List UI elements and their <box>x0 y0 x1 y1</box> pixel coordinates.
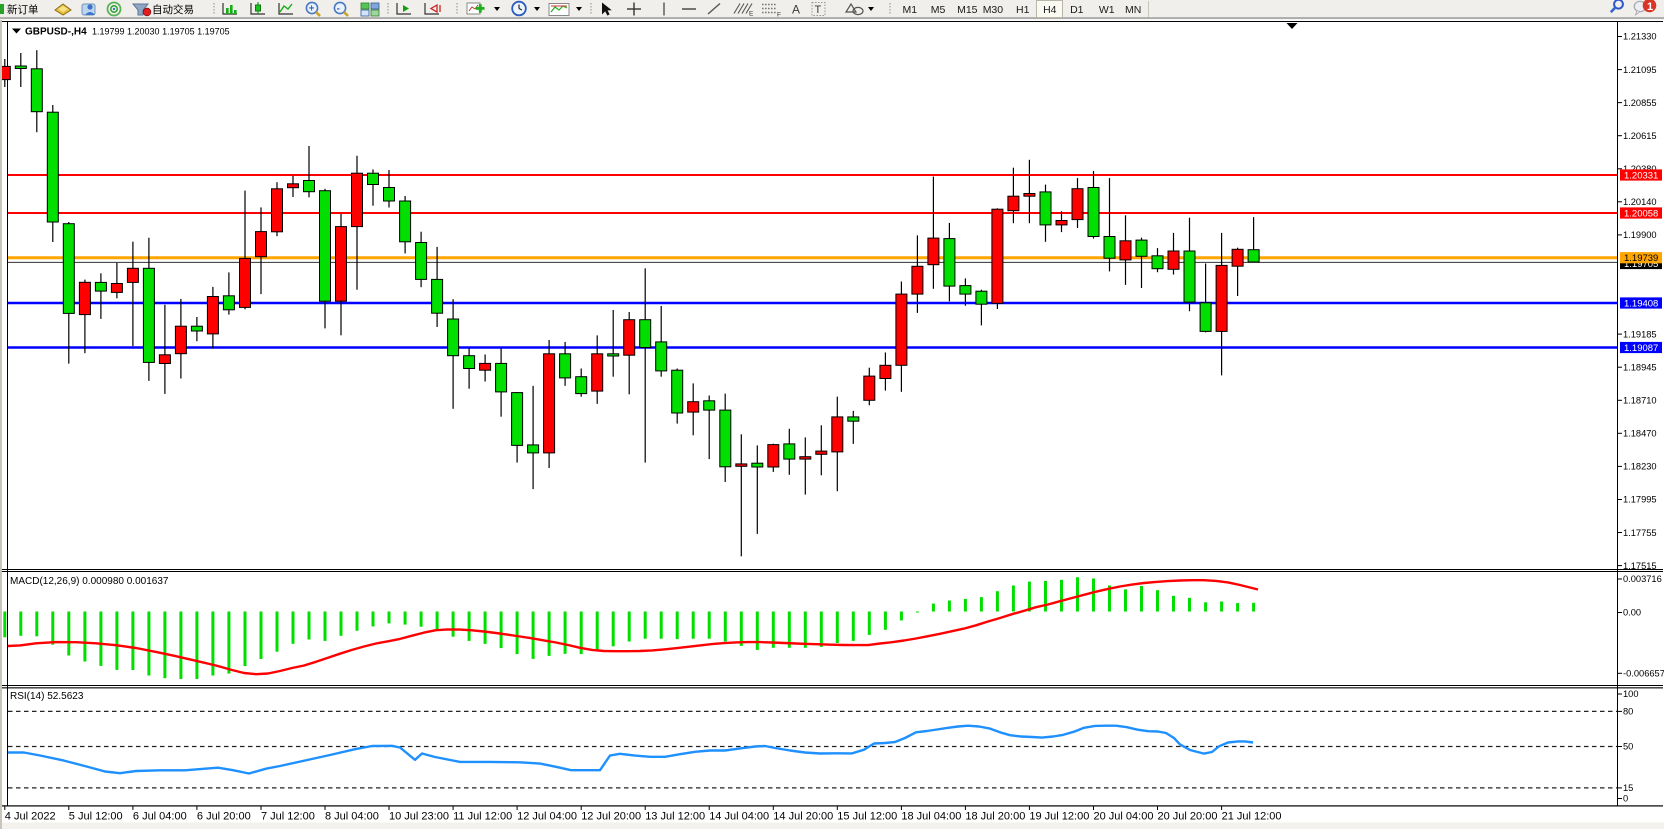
svg-text:0.00: 0.00 <box>1623 608 1641 618</box>
svg-text:M1: M1 <box>903 4 918 16</box>
svg-text:11 Jul 12:00: 11 Jul 12:00 <box>453 811 512 823</box>
svg-text:1.18470: 1.18470 <box>1623 429 1657 439</box>
svg-text:-0.006657: -0.006657 <box>1623 669 1664 679</box>
svg-text:-: - <box>337 3 340 14</box>
svg-text:18 Jul 20:00: 18 Jul 20:00 <box>965 811 1025 823</box>
svg-text:1.20058: 1.20058 <box>1624 208 1658 219</box>
svg-text:GBPUSD-,H4: GBPUSD-,H4 <box>25 27 87 38</box>
svg-text:12 Jul 20:00: 12 Jul 20:00 <box>581 811 641 823</box>
svg-text:20 Jul 20:00: 20 Jul 20:00 <box>1158 811 1218 823</box>
svg-text:T: T <box>815 4 822 16</box>
svg-text:50: 50 <box>1623 742 1633 752</box>
svg-text:80: 80 <box>1623 707 1633 717</box>
svg-text:1: 1 <box>1647 1 1653 13</box>
svg-text:W1: W1 <box>1099 4 1115 16</box>
svg-text:A: A <box>792 3 800 17</box>
svg-text:H1: H1 <box>1016 4 1030 16</box>
svg-text:F: F <box>777 12 781 19</box>
svg-text:5 Jul 12:00: 5 Jul 12:00 <box>69 811 123 823</box>
svg-text:1.21330: 1.21330 <box>1623 32 1657 42</box>
svg-text:1.19705: 1.19705 <box>1624 259 1658 270</box>
svg-text:6 Jul 04:00: 6 Jul 04:00 <box>133 811 187 823</box>
svg-text:1.19087: 1.19087 <box>1624 343 1658 354</box>
svg-text:新订单: 新订单 <box>7 3 39 16</box>
svg-text:7 Jul 12:00: 7 Jul 12:00 <box>261 811 315 823</box>
svg-text:15 Jul 12:00: 15 Jul 12:00 <box>837 811 897 823</box>
svg-text:M15: M15 <box>957 4 978 16</box>
svg-text:0.003716: 0.003716 <box>1623 574 1662 584</box>
svg-text:1.20140: 1.20140 <box>1623 197 1657 207</box>
svg-text:1.19408: 1.19408 <box>1624 298 1658 309</box>
svg-text:1.19900: 1.19900 <box>1623 230 1657 240</box>
svg-text:14 Jul 04:00: 14 Jul 04:00 <box>709 811 769 823</box>
svg-text:H4: H4 <box>1043 4 1057 16</box>
svg-text:21 Jul 12:00: 21 Jul 12:00 <box>1222 811 1282 823</box>
svg-text:M30: M30 <box>983 4 1004 16</box>
svg-text:1.20380: 1.20380 <box>1623 164 1657 174</box>
svg-text:1.18710: 1.18710 <box>1623 396 1657 406</box>
svg-text:MN: MN <box>1125 4 1141 16</box>
svg-text:MACD(12,26,9) 0.000980 0.00163: MACD(12,26,9) 0.000980 0.001637 <box>10 576 169 587</box>
svg-text:RSI(14) 52.5623: RSI(14) 52.5623 <box>10 691 84 702</box>
svg-text:6 Jul 20:00: 6 Jul 20:00 <box>197 811 251 823</box>
svg-text:D1: D1 <box>1070 4 1084 16</box>
svg-text:4 Jul 2022: 4 Jul 2022 <box>5 811 56 823</box>
svg-text:1.19799 1.20030 1.19705 1.1970: 1.19799 1.20030 1.19705 1.19705 <box>92 27 230 37</box>
svg-text:19 Jul 12:00: 19 Jul 12:00 <box>1029 811 1089 823</box>
svg-text:15: 15 <box>1623 783 1633 793</box>
svg-text:1.20615: 1.20615 <box>1623 131 1657 141</box>
svg-text:1.17755: 1.17755 <box>1623 528 1657 538</box>
svg-text:1.20331: 1.20331 <box>1624 170 1658 181</box>
svg-text:13 Jul 12:00: 13 Jul 12:00 <box>645 811 705 823</box>
svg-text:自动交易: 自动交易 <box>152 3 194 16</box>
svg-text:12 Jul 04:00: 12 Jul 04:00 <box>517 811 577 823</box>
svg-text:1.19185: 1.19185 <box>1623 329 1657 339</box>
svg-text:1.21095: 1.21095 <box>1623 65 1657 75</box>
svg-text:M5: M5 <box>931 4 946 16</box>
svg-text:1.17515: 1.17515 <box>1623 561 1657 571</box>
svg-text:1.18945: 1.18945 <box>1623 362 1657 372</box>
svg-text:8 Jul 04:00: 8 Jul 04:00 <box>325 811 379 823</box>
svg-text:100: 100 <box>1623 689 1639 699</box>
svg-text:+: + <box>309 3 315 14</box>
svg-text:1.19739: 1.19739 <box>1624 253 1658 264</box>
svg-text:18 Jul 04:00: 18 Jul 04:00 <box>901 811 961 823</box>
svg-text:10 Jul 23:00: 10 Jul 23:00 <box>389 811 449 823</box>
svg-text:0: 0 <box>1623 794 1628 804</box>
svg-text:1.17995: 1.17995 <box>1623 495 1657 505</box>
svg-text:1.20855: 1.20855 <box>1623 98 1657 108</box>
svg-text:1.18230: 1.18230 <box>1623 462 1657 472</box>
svg-text:20 Jul 04:00: 20 Jul 04:00 <box>1094 811 1154 823</box>
svg-text:E: E <box>749 11 754 18</box>
svg-text:14 Jul 20:00: 14 Jul 20:00 <box>773 811 833 823</box>
